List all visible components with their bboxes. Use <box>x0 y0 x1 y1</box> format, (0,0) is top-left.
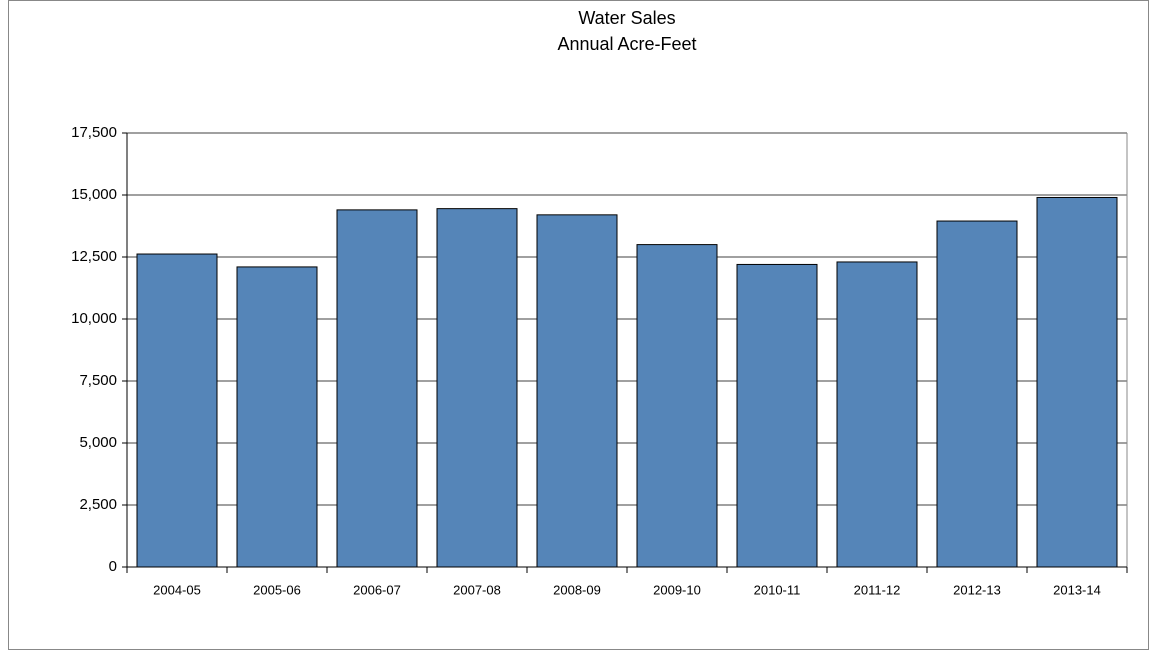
y-tick-label: 0 <box>109 558 117 575</box>
bar <box>136 253 218 568</box>
bar <box>436 208 518 568</box>
x-tick-label: 2010-11 <box>754 582 801 597</box>
chart-subtitle: Annual Acre-Feet <box>557 34 696 54</box>
x-tick-label: 2013-14 <box>1053 582 1101 597</box>
y-tick-label: 5,000 <box>79 434 117 451</box>
y-tick-label: 12,500 <box>71 248 117 265</box>
x-tick-label: 2011-12 <box>854 582 901 597</box>
x-tick-label: 2012-13 <box>953 582 1001 597</box>
y-tick-label: 15,000 <box>71 186 117 203</box>
y-tick-label: 17,500 <box>71 124 117 141</box>
chart-title: Water Sales <box>578 8 675 28</box>
x-tick-label: 2008-09 <box>553 582 601 597</box>
bar <box>836 261 918 568</box>
x-tick-label: 2009-10 <box>653 582 701 597</box>
x-tick-label: 2004-05 <box>153 582 201 597</box>
bar <box>1036 196 1118 568</box>
bar <box>236 266 318 568</box>
y-tick-label: 10,000 <box>71 310 117 327</box>
y-tick-label: 2,500 <box>79 496 117 513</box>
x-tick-label: 2006-07 <box>353 582 401 597</box>
bar <box>636 244 718 568</box>
bar <box>736 263 818 568</box>
bar <box>336 209 418 568</box>
bar <box>936 220 1018 568</box>
bar <box>536 214 618 568</box>
y-tick-label: 7,500 <box>79 372 117 389</box>
x-tick-label: 2005-06 <box>253 582 301 597</box>
x-tick-label: 2007-08 <box>453 582 501 597</box>
